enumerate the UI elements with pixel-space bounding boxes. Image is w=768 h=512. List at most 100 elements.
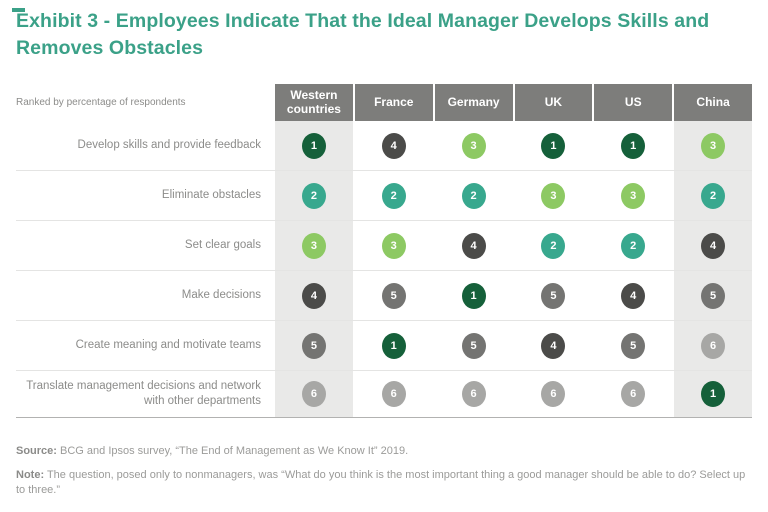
row-label: Develop skills and provide feedback (77, 139, 261, 151)
rank-cell: 4 (515, 321, 593, 370)
source-line: Source: BCG and Ipsos survey, “The End o… (16, 444, 748, 459)
row-cells: 6 6 6 6 6 1 (275, 371, 752, 417)
rank-cell: 6 (275, 371, 353, 417)
rank-cell: 2 (594, 221, 672, 270)
table-corner-label: Ranked by percentage of respondents (16, 97, 186, 108)
source-text: BCG and Ipsos survey, “The End of Manage… (56, 445, 409, 457)
row-label: Translate management decisions and netwo… (26, 380, 261, 407)
rank-badge: 5 (701, 282, 726, 309)
rank-cell: 1 (515, 121, 593, 170)
rank-badge: 5 (381, 282, 406, 309)
rank-badge: 4 (621, 282, 646, 309)
row-label: Make decisions (181, 289, 261, 301)
table-row: Set clear goals 3 3 4 2 2 4 (16, 221, 752, 271)
note-line: Note: The question, posed only to nonman… (16, 468, 748, 498)
rank-badge: 5 (461, 332, 486, 359)
rank-badge: 1 (381, 332, 406, 359)
row-label: Eliminate obstacles (161, 189, 261, 201)
rank-cell: 6 (674, 321, 752, 370)
table-body: Develop skills and provide feedback 1 4 … (16, 121, 752, 418)
exhibit-title: Exhibit 3 - Employees Indicate That the … (16, 10, 710, 59)
rank-cell: 6 (594, 371, 672, 417)
rank-cell: 1 (594, 121, 672, 170)
rank-badge: 4 (381, 132, 406, 159)
rank-cell: 6 (355, 371, 433, 417)
rank-badge: 3 (701, 132, 726, 159)
rank-badge: 4 (461, 232, 486, 259)
column-header-france: France (354, 84, 433, 121)
row-cells: 5 1 5 4 5 6 (275, 321, 752, 370)
rank-badge: 4 (301, 282, 326, 309)
rank-cell: 3 (515, 171, 593, 220)
row-cells: 4 5 1 5 4 5 (275, 271, 752, 320)
source-label: Source: (16, 445, 57, 457)
rank-badge: 1 (461, 282, 486, 309)
rank-badge: 6 (301, 381, 326, 407)
rank-cell: 3 (674, 121, 752, 170)
rank-badge: 3 (461, 132, 486, 159)
table-row: Make decisions 4 5 1 5 4 5 (16, 271, 752, 321)
rank-cell: 5 (674, 271, 752, 320)
column-headers: Western countries France Germany UK US China (275, 84, 752, 121)
column-header-western-countries: Western countries (275, 84, 353, 121)
row-cells: 2 2 2 3 3 2 (275, 171, 752, 220)
column-header-us: US (594, 84, 673, 121)
rank-badge: 2 (541, 232, 566, 259)
rank-badge: 5 (621, 332, 646, 359)
rank-cell: 2 (515, 221, 593, 270)
row-cells: 3 3 4 2 2 4 (275, 221, 752, 270)
rank-badge: 5 (301, 332, 326, 359)
note-label: Note: (16, 469, 45, 481)
rank-cell: 1 (355, 321, 433, 370)
ranking-table: Ranked by percentage of respondents West… (16, 84, 752, 418)
rank-cell: 2 (275, 171, 353, 220)
rank-badge: 6 (621, 381, 646, 407)
rank-badge: 1 (701, 381, 726, 407)
table-row: Translate management decisions and netwo… (16, 371, 752, 418)
rank-badge: 3 (381, 232, 406, 259)
rank-cell: 4 (674, 221, 752, 270)
rank-cell: 6 (435, 371, 513, 417)
decorative-teal-mark (12, 8, 25, 12)
rank-badge: 2 (621, 232, 646, 259)
rank-cell: 5 (594, 321, 672, 370)
rank-badge: 2 (301, 182, 326, 209)
rank-cell: 5 (355, 271, 433, 320)
footnotes: Source: BCG and Ipsos survey, “The End o… (16, 444, 748, 498)
rank-badge: 2 (701, 182, 726, 209)
rank-badge: 6 (461, 381, 486, 407)
rank-badge: 4 (701, 232, 726, 259)
rank-cell: 6 (515, 371, 593, 417)
rank-cell: 1 (435, 271, 513, 320)
rank-cell: 5 (435, 321, 513, 370)
rank-cell: 3 (594, 171, 672, 220)
rank-badge: 6 (541, 381, 566, 407)
column-header-china: China (674, 84, 752, 121)
rank-cell: 4 (355, 121, 433, 170)
table-row: Eliminate obstacles 2 2 2 3 3 2 (16, 171, 752, 221)
rank-cell: 3 (275, 221, 353, 270)
rank-cell: 5 (275, 321, 353, 370)
rank-badge: 5 (541, 282, 566, 309)
rank-cell: 2 (674, 171, 752, 220)
rank-badge: 3 (301, 232, 326, 259)
rank-badge: 1 (621, 132, 646, 159)
row-label: Create meaning and motivate teams (75, 339, 261, 351)
rank-cell: 2 (355, 171, 433, 220)
rank-cell: 4 (594, 271, 672, 320)
table-header-row: Ranked by percentage of respondents West… (16, 84, 752, 121)
rank-badge: 1 (541, 132, 566, 159)
rank-badge: 4 (541, 332, 566, 359)
rank-cell: 1 (674, 371, 752, 417)
row-cells: 1 4 3 1 1 3 (275, 121, 752, 170)
rank-cell: 3 (355, 221, 433, 270)
column-header-uk: UK (514, 84, 593, 121)
rank-badge: 3 (541, 182, 566, 209)
table-row: Develop skills and provide feedback 1 4 … (16, 121, 752, 171)
column-header-germany: Germany (434, 84, 513, 121)
rank-cell: 3 (435, 121, 513, 170)
rank-badge: 2 (381, 182, 406, 209)
rank-badge: 6 (381, 381, 406, 407)
rank-badge: 6 (701, 332, 726, 359)
rank-cell: 4 (275, 271, 353, 320)
